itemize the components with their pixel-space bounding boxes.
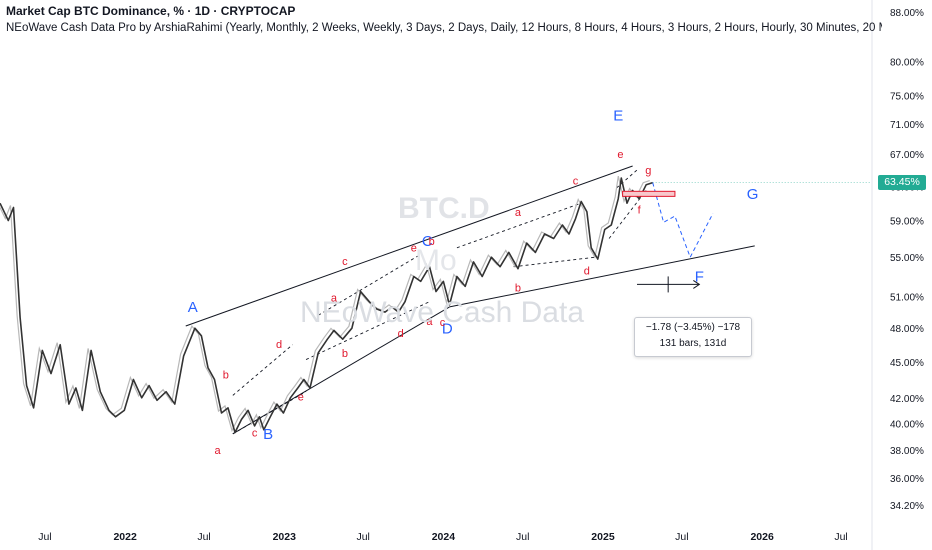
wave-label-g: g — [645, 165, 651, 177]
x-tick-label: 2022 — [113, 531, 137, 543]
wave-label-d: d — [276, 339, 282, 351]
projection-path — [652, 182, 714, 259]
wave-label-F: F — [695, 268, 704, 285]
measure-line-1: −1.78 (−3.45%) −178 — [645, 322, 741, 333]
chart-title: Market Cap BTC Dominance, % · 1D · CRYPT… — [6, 4, 296, 18]
indicator-title[interactable]: NEoWave Cash Data Pro by ArshiaRahimi (Y… — [6, 22, 882, 34]
price-line — [0, 177, 653, 434]
wave-label-e: e — [617, 149, 623, 161]
wave-label-b: b — [223, 369, 229, 381]
y-tick-label: 71.00% — [890, 120, 924, 131]
measure-arrow — [636, 276, 701, 293]
price-series — [0, 177, 872, 434]
wave-label-c: c — [252, 427, 258, 439]
secondary-watermark: Mo — [415, 244, 457, 277]
trendline-abc-lower-3 — [513, 256, 596, 268]
wave-label-D: D — [442, 321, 453, 338]
trendline-upper-channel — [185, 165, 633, 327]
y-tick-label: 59.00% — [890, 217, 924, 228]
measure-tooltip: −1.78 (−3.45%) −178 131 bars, 131d — [634, 317, 752, 357]
wave-label-C: C — [422, 233, 433, 250]
x-tick-label: 2024 — [432, 531, 456, 543]
x-tick-label: Jul — [197, 531, 210, 543]
indicator-watermark: NEoWave Cash Data — [300, 296, 585, 329]
x-tick-label: Jul — [675, 531, 688, 543]
x-axis: Jul 2022 Jul 2023 Jul 2024 Jul 2025 Jul 2026 Jul — [38, 531, 848, 543]
wave-label-a: a — [515, 207, 522, 219]
wave-label-b: b — [515, 282, 521, 294]
y-tick-label: 40.00% — [890, 419, 924, 430]
y-tick-label: 42.00% — [890, 394, 924, 405]
wave-label-A: A — [188, 299, 198, 316]
wave-label-d: d — [398, 328, 404, 340]
trendline-abc-upper-1 — [232, 344, 293, 396]
y-tick-label: 36.00% — [890, 474, 924, 485]
wave-label-d: d — [584, 266, 590, 278]
x-tick-label: 2025 — [591, 531, 615, 543]
x-tick-label: Jul — [356, 531, 369, 543]
y-tick-label: 51.00% — [890, 293, 924, 304]
trendline-abc-lower-1 — [232, 391, 307, 435]
wave-label-c: c — [342, 256, 348, 268]
trendline-abc-upper-4 — [616, 169, 638, 189]
wave-label-B: B — [263, 426, 273, 443]
y-tick-label: 45.00% — [890, 358, 924, 369]
y-axis: 88.00%80.00%75.00%71.00%67.00%63.00%59.0… — [871, 0, 924, 550]
resistance-box — [622, 190, 676, 197]
y-tick-label: 48.00% — [890, 324, 924, 335]
y-tick-label: 75.00% — [890, 91, 924, 102]
measure-arrowhead — [693, 280, 701, 289]
y-tick-label: 38.00% — [890, 446, 924, 457]
x-tick-label: 2023 — [273, 531, 297, 543]
wave-label-a: a — [331, 293, 338, 305]
x-tick-label: Jul — [38, 531, 51, 543]
x-tick-label: Jul — [516, 531, 529, 543]
wave-label-c: c — [440, 317, 446, 329]
y-tick-label: 55.00% — [890, 253, 924, 264]
wave-label-b: b — [429, 236, 435, 248]
y-tick-label: 88.00% — [890, 8, 924, 19]
wave-label-a: a — [215, 445, 222, 457]
trendline-abc-upper-2 — [318, 253, 421, 316]
trendline-lower-channel-2 — [449, 245, 755, 308]
wave-label-a: a — [426, 316, 433, 328]
wave-label-c: c — [573, 176, 579, 188]
resistance-zone — [622, 190, 676, 197]
wave-label-e: e — [411, 243, 417, 255]
last-price-badge: 63.45% — [878, 175, 926, 190]
y-tick-label: 67.00% — [890, 150, 924, 161]
trendline-abc-upper-3 — [456, 202, 582, 249]
projection-line — [652, 182, 714, 259]
wave-label-f: f — [638, 205, 642, 217]
measure-line-2: 131 bars, 131d — [659, 338, 727, 349]
symbol-watermark: BTC.D — [398, 192, 490, 225]
x-tick-label: 2026 — [750, 531, 774, 543]
trendline-abc-lower-2 — [305, 301, 430, 360]
wave-label-G: G — [747, 186, 759, 203]
wave-label-E: E — [613, 107, 623, 124]
wave-label-b: b — [342, 348, 348, 360]
y-tick-label: 80.00% — [890, 58, 924, 69]
y-tick-label: 34.20% — [890, 501, 924, 512]
wave-label-e: e — [298, 391, 304, 403]
x-tick-label: Jul — [834, 531, 847, 543]
